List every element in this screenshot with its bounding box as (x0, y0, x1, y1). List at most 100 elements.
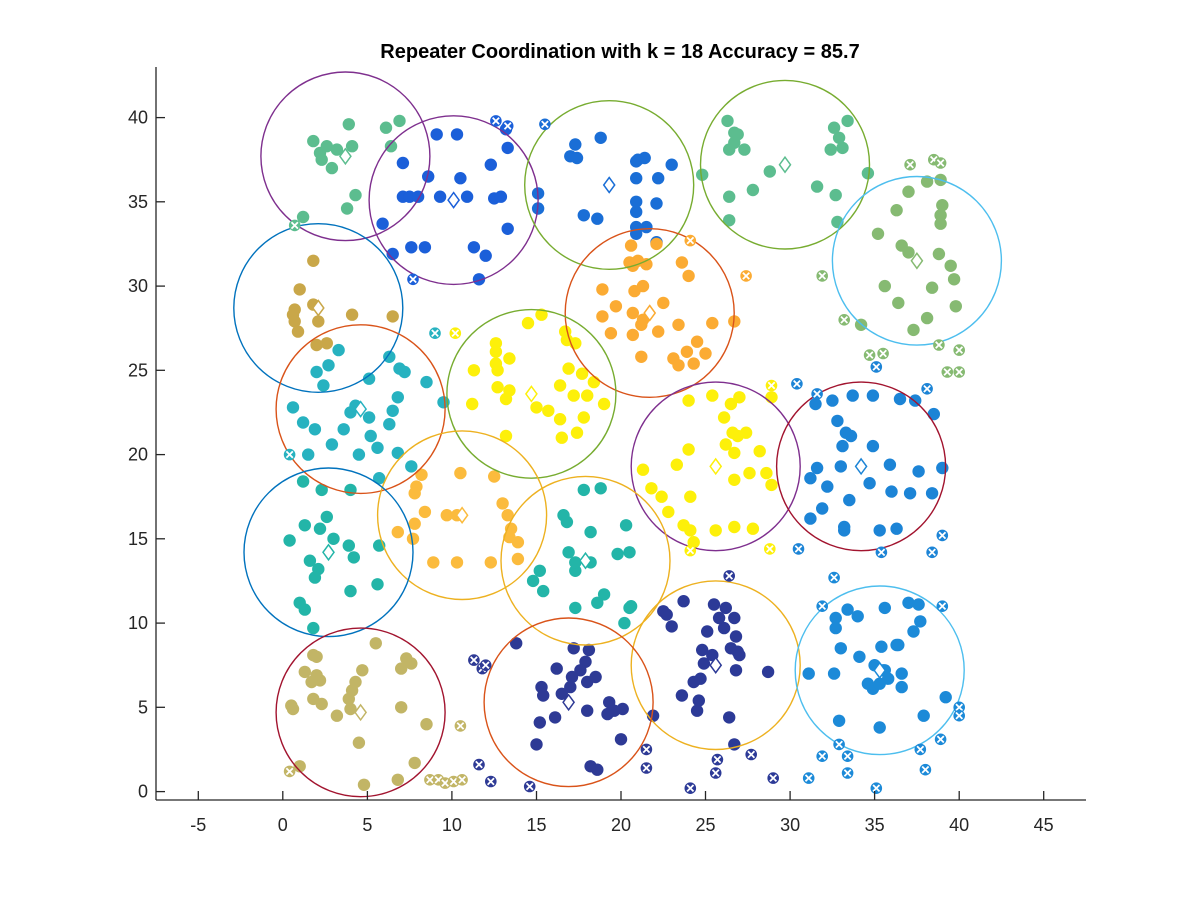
cluster-15-point-14 (701, 625, 714, 638)
cluster-11-point-20 (863, 477, 876, 490)
cluster-9-point-5 (383, 350, 396, 363)
uncovered-point-55 (767, 772, 779, 784)
coverage-circle-3 (524, 99, 695, 271)
repeater-center-6 (311, 299, 325, 317)
cluster-16-point-20 (616, 702, 629, 716)
cluster-11-point-2 (826, 394, 839, 407)
x-tick-label-10: 10 (442, 815, 462, 835)
cluster-8-point-26 (597, 397, 611, 411)
cluster-6-point-1 (307, 254, 320, 267)
cluster-18-point-29 (873, 721, 886, 734)
cluster-12-point-2 (454, 466, 467, 480)
cluster-4-point-12 (696, 168, 709, 181)
cluster-12-point-8 (440, 509, 453, 522)
cluster-16-point-15 (533, 716, 546, 729)
y-tick-label-10: 10 (128, 613, 148, 633)
cluster-10-point-27 (746, 522, 760, 535)
cluster-7-point-6 (640, 258, 653, 271)
cluster-1-point-10 (340, 202, 354, 215)
uncovered-point-6 (449, 327, 462, 340)
cluster-13-point-9 (342, 539, 355, 552)
cluster-14-point-2 (594, 482, 607, 495)
cluster-16-point-6 (565, 670, 579, 684)
cluster-15-point-6 (728, 611, 741, 625)
cluster-14-point-13 (533, 564, 546, 577)
cluster-16-point-22 (614, 733, 628, 746)
cluster-8-point-20 (499, 392, 513, 406)
uncovered-point-50 (640, 762, 653, 774)
cluster-14-point-17 (591, 596, 604, 609)
cluster-9-point-26 (391, 446, 404, 460)
cluster-9-point-13 (286, 401, 300, 414)
coverage-circle-7 (564, 227, 735, 399)
uncovered-point-32 (936, 529, 949, 542)
cluster-11-point-3 (846, 389, 859, 402)
cluster-17 (285, 637, 433, 791)
cluster-13-point-7 (327, 532, 340, 545)
cluster-2-point-22 (479, 249, 492, 262)
cluster-2-point-17 (405, 241, 418, 254)
cluster-5-point-1 (920, 175, 934, 188)
cluster-7-point-20 (652, 325, 665, 338)
cluster-14-point-5 (584, 525, 597, 539)
y-tick-label-5: 5 (138, 697, 148, 717)
uncovered-point-65 (953, 701, 965, 714)
cluster-6-point-7 (312, 315, 325, 328)
cluster-8-point-27 (555, 431, 568, 444)
cluster-13-point-4 (298, 519, 311, 532)
cluster-13-point-13 (308, 571, 322, 584)
cluster-8-point-1 (489, 337, 503, 350)
cluster-9-point-3 (310, 365, 323, 379)
cluster-15-point-3 (707, 598, 721, 611)
cluster-2-point-16 (376, 217, 389, 230)
cluster-8-point-16 (567, 389, 580, 402)
cluster-5-point-15 (947, 273, 961, 286)
cluster-14-point-1 (577, 483, 590, 497)
cluster-3-point-13 (630, 195, 643, 208)
cluster-17-point-16 (356, 664, 369, 677)
cluster-2-point-18 (386, 247, 399, 261)
cluster-13-point-16 (344, 584, 357, 598)
uncovered-point-17 (870, 361, 883, 373)
cluster-10-point-3 (724, 397, 738, 411)
cluster-18-point-1 (878, 601, 891, 615)
cluster-3-point-9 (630, 172, 643, 185)
cluster-7-point-18 (604, 327, 618, 340)
cluster-7-point-17 (635, 318, 648, 331)
cluster-18-point-6 (829, 611, 842, 625)
uncovered-point-4 (407, 273, 419, 286)
cluster-17-point-10 (286, 702, 300, 716)
cluster-5-point-13 (878, 279, 891, 293)
uncovered-point-43 (424, 774, 436, 786)
cluster-6-point-11 (345, 308, 359, 321)
cluster-13-point-11 (303, 554, 317, 567)
cluster-13-point-2 (315, 483, 328, 497)
coverage-circle-1 (260, 71, 431, 242)
coverage-circle-12 (376, 430, 548, 601)
cluster-1-point-5 (330, 143, 344, 156)
cluster-15-point-26 (723, 711, 736, 724)
cluster-11-point-29 (873, 524, 886, 537)
cluster-9-point-1 (332, 343, 345, 357)
uncovered-point-66 (953, 709, 965, 722)
cluster-12-point-6 (496, 497, 509, 510)
cluster-12-point-5 (408, 487, 421, 500)
uncovered-point-34 (828, 571, 840, 584)
y-tick-label-35: 35 (128, 192, 148, 212)
cluster-7-point-15 (626, 306, 639, 320)
coverage-circle-6 (233, 222, 404, 394)
cluster-15-point-17 (697, 657, 711, 670)
cluster-10-point-10 (719, 438, 732, 451)
cluster-2-point-23 (472, 273, 486, 286)
cluster-5-point-4 (936, 199, 949, 212)
cluster-3-point-15 (630, 205, 643, 219)
cluster-7-point-9 (682, 269, 695, 283)
cluster-15-point-8 (717, 621, 731, 635)
y-tick-label-25: 25 (128, 360, 148, 380)
cluster-8-point-6 (521, 316, 535, 330)
cluster-11-point-24 (816, 502, 829, 515)
repeater-center-18 (873, 661, 887, 680)
cluster-12-point-16 (511, 536, 525, 549)
cluster-5-point-7 (934, 217, 947, 230)
